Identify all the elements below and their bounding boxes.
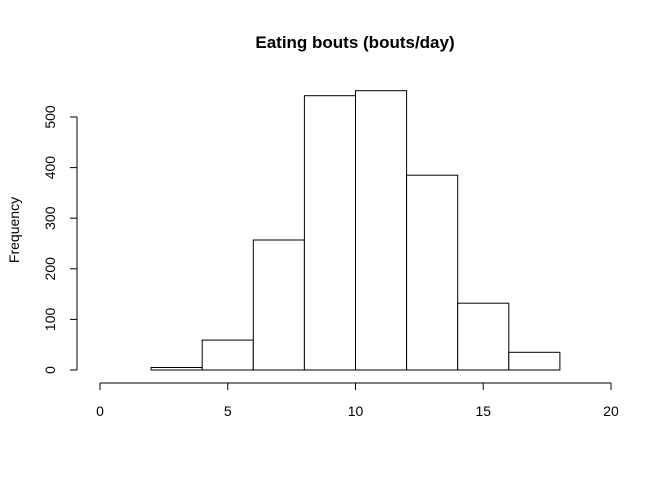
y-tick-label-0: 0 — [42, 366, 58, 374]
x-tick-label-4: 20 — [603, 403, 619, 419]
histogram-bar-4 — [303, 95, 356, 371]
y-tick-label-2: 200 — [42, 257, 58, 281]
chart-title: Eating bouts (bouts/day) — [255, 33, 454, 52]
y-axis: 0 100 200 300 400 500 — [42, 105, 78, 374]
y-tick-label-4: 400 — [42, 156, 58, 180]
y-tick-label-3: 300 — [42, 206, 58, 230]
y-axis-label: Frequency — [6, 197, 22, 263]
histogram-bar-7 — [457, 302, 510, 371]
y-tick-label-1: 100 — [42, 308, 58, 332]
histogram-bar-6 — [406, 174, 459, 371]
x-axis: 0 5 10 15 20 — [96, 382, 619, 419]
x-tick-label-1: 5 — [224, 403, 232, 419]
histogram-bar-2 — [201, 339, 254, 371]
histogram-bar-8 — [508, 351, 561, 371]
histogram-bar-1 — [150, 367, 203, 371]
x-tick-label-0: 0 — [96, 403, 104, 419]
histogram-bar-5 — [355, 90, 408, 371]
x-tick-label-3: 15 — [475, 403, 491, 419]
bars-group — [150, 90, 561, 371]
y-tick-label-5: 500 — [42, 105, 58, 129]
x-tick-label-2: 10 — [348, 403, 364, 419]
histogram-bar-3 — [252, 239, 305, 371]
